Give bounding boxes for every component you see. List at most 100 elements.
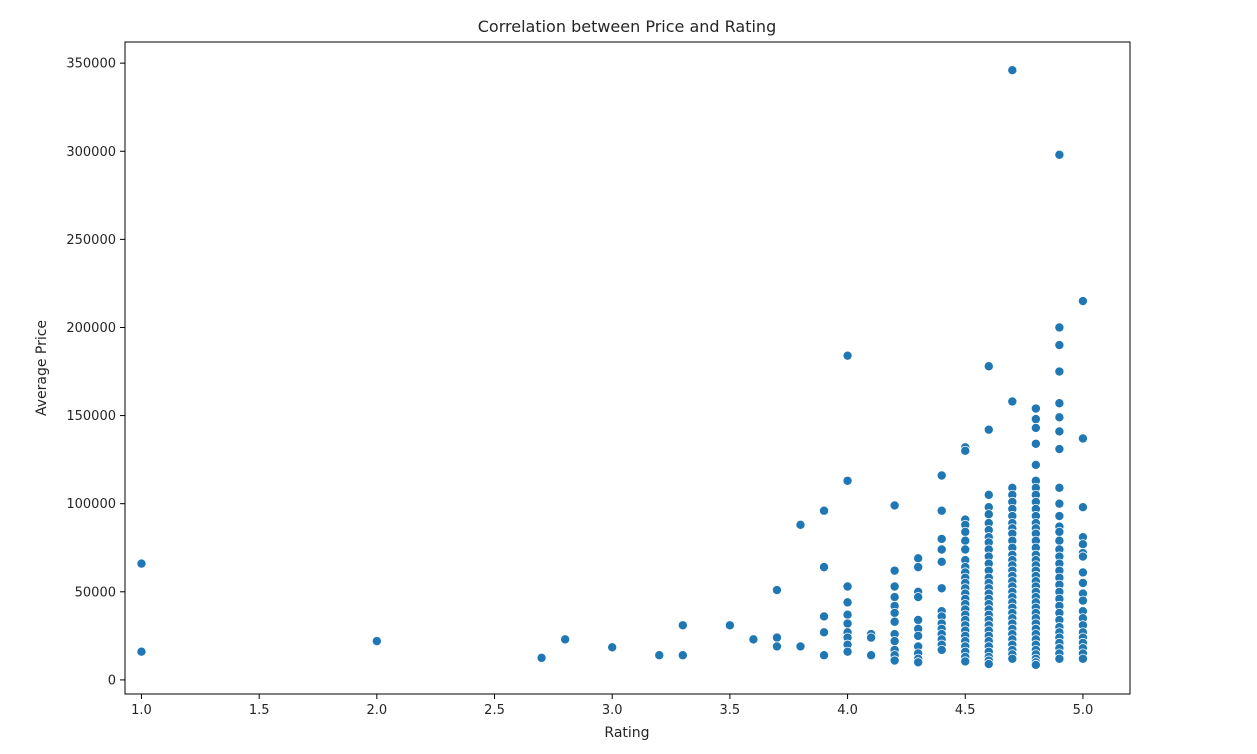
chart-title: Correlation between Price and Rating [478, 17, 776, 36]
scatter-point [983, 659, 994, 670]
x-tick-label: 3.5 [720, 703, 741, 718]
scatter-point [724, 620, 735, 631]
scatter-point [1077, 433, 1088, 444]
y-tick-label: 0 [108, 673, 116, 688]
scatter-point [842, 597, 853, 608]
scatter-point [1054, 426, 1065, 437]
scatter-point [960, 535, 971, 546]
x-axis: 1.0 1.5 2.0 2.5 3.0 3.5 4.0 4.5 5.0 [131, 694, 1093, 718]
scatter-point [136, 558, 147, 569]
x-tick-label: 4.0 [837, 703, 858, 718]
x-tick-label: 2.5 [484, 703, 505, 718]
scatter-point [842, 581, 853, 592]
scatter-point [1030, 438, 1041, 449]
scatter-point [1030, 659, 1041, 670]
scatter-point [771, 632, 782, 643]
scatter-point [536, 652, 547, 663]
scatter-point [889, 565, 900, 576]
scatter-point [842, 475, 853, 486]
scatter-point [771, 641, 782, 652]
scatter-point [1054, 535, 1065, 546]
scatter-point [819, 505, 830, 516]
scatter-point [936, 470, 947, 481]
scatter-point [1007, 653, 1018, 664]
scatter-point [1007, 396, 1018, 407]
scatter-point [771, 585, 782, 596]
scatter-point [1054, 398, 1065, 409]
scatter-point [889, 636, 900, 647]
scatter-point [371, 636, 382, 647]
scatter-point [1054, 149, 1065, 160]
scatter-point [1030, 403, 1041, 414]
scatter-point [1054, 412, 1065, 423]
scatter-point [936, 583, 947, 594]
scatter-point [795, 641, 806, 652]
scatter-point [866, 650, 877, 661]
y-axis: 0 50000 100000 150000 200000 250000 300000 3500… [66, 57, 125, 688]
scatter-point [842, 618, 853, 629]
scatter-point [677, 620, 688, 631]
scatter-point [913, 614, 924, 625]
scatter-point [1030, 414, 1041, 425]
scatter-point [960, 526, 971, 537]
scatter-point [913, 657, 924, 668]
scatter-point [866, 632, 877, 643]
scatter-point [677, 650, 688, 661]
scatter-point [936, 556, 947, 567]
scatter-point [983, 361, 994, 372]
scatter-point [842, 609, 853, 620]
x-tick-label: 5.0 [1073, 703, 1094, 718]
scatter-point [1054, 498, 1065, 509]
scatter-point [795, 519, 806, 530]
scatter-point [819, 611, 830, 622]
scatter-point [1007, 65, 1018, 76]
scatter-point [889, 500, 900, 511]
scatter-point [1054, 653, 1065, 664]
scatter-point [654, 650, 665, 661]
scatter-point [936, 533, 947, 544]
scatter-point [936, 544, 947, 555]
scatter-point [913, 562, 924, 573]
scatter-point [1054, 340, 1065, 351]
plot-area-frame [124, 41, 1131, 695]
x-tick-label: 2.0 [366, 703, 387, 718]
y-tick-label: 350000 [66, 57, 116, 72]
scatter-point [936, 644, 947, 655]
scatter-point [913, 592, 924, 603]
scatter-point [1077, 551, 1088, 562]
data-points [136, 65, 1088, 670]
scatter-point [960, 656, 971, 667]
scatter-point [1054, 511, 1065, 522]
y-tick-label: 50000 [75, 585, 116, 600]
y-axis-title: Average Price [34, 320, 50, 416]
y-tick-label: 150000 [66, 409, 116, 424]
scatter-point [1077, 296, 1088, 307]
scatter-point [560, 634, 571, 645]
scatter-point [889, 607, 900, 618]
scatter-point [1077, 595, 1088, 606]
scatter-point [1054, 366, 1065, 377]
y-tick-label: 250000 [66, 233, 116, 248]
scatter-point [1030, 422, 1041, 433]
x-tick-label: 4.5 [955, 703, 976, 718]
scatter-point [842, 350, 853, 361]
x-axis-title: Rating [604, 725, 649, 741]
scatter-point [1054, 482, 1065, 493]
scatter-point [819, 562, 830, 573]
x-tick-label: 1.0 [131, 703, 152, 718]
x-tick-label: 3.0 [602, 703, 623, 718]
scatter-point [607, 642, 618, 653]
y-tick-label: 100000 [66, 497, 116, 512]
scatter-point [983, 489, 994, 500]
scatter-point [1054, 526, 1065, 537]
scatter-point [1077, 653, 1088, 664]
scatter-point [913, 630, 924, 641]
scatter-point [136, 646, 147, 657]
scatter-point [960, 445, 971, 456]
scatter-point [842, 646, 853, 657]
scatter-point [960, 544, 971, 555]
scatter-point [1077, 567, 1088, 578]
scatter-point [819, 650, 830, 661]
scatter-point [1054, 322, 1065, 333]
scatter-point [936, 505, 947, 516]
